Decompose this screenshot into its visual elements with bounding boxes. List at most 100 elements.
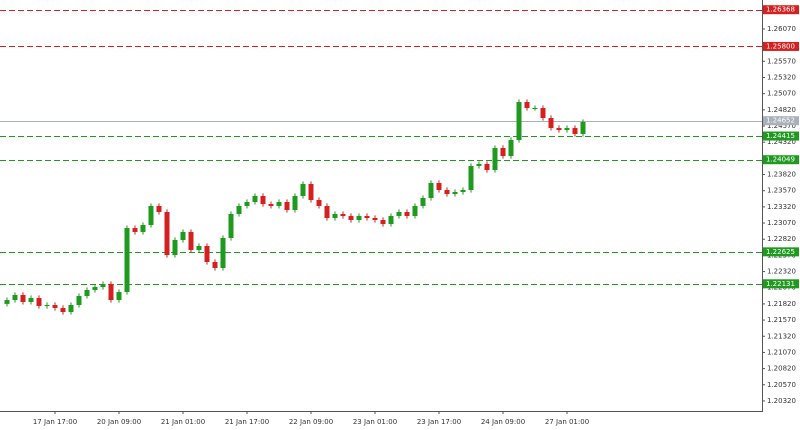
- candle-body: [524, 102, 530, 109]
- candle-body: [212, 261, 218, 269]
- candle-body: [12, 294, 18, 301]
- candle-body: [308, 183, 314, 201]
- candle-body: [252, 196, 258, 203]
- candle-body: [172, 239, 178, 256]
- price-level-box: [763, 116, 799, 126]
- candle-body: [76, 296, 82, 306]
- candle-body: [4, 300, 10, 304]
- candle-body: [244, 202, 250, 206]
- candle-body: [532, 108, 538, 110]
- candle-body: [28, 298, 34, 302]
- candle-body: [228, 213, 234, 238]
- price-level-label: 1.24049: [766, 156, 795, 164]
- price-level-label: 1.24652: [766, 117, 795, 125]
- candle-body: [580, 122, 586, 134]
- price-level-box: [763, 279, 799, 289]
- candle-body: [540, 108, 546, 118]
- y-tick-label: 1.21820: [767, 300, 796, 308]
- candle-body: [20, 294, 26, 302]
- y-tick-label: 1.23820: [767, 171, 796, 179]
- candle-body: [372, 218, 378, 221]
- price-level-box: [763, 41, 799, 51]
- candle-body: [476, 163, 482, 166]
- candle-body: [468, 165, 474, 190]
- price-level-label: 1.22625: [766, 248, 795, 256]
- y-tick-label: 1.23570: [767, 187, 796, 195]
- candle-body: [260, 196, 266, 205]
- y-tick-label: 1.21070: [767, 348, 796, 356]
- y-tick-label: 1.20320: [767, 397, 796, 405]
- price-level-box: [763, 131, 799, 141]
- candle-body: [356, 215, 362, 221]
- y-tick-label: 1.21320: [767, 332, 796, 340]
- y-tick-label: 1.22320: [767, 268, 796, 276]
- candle-body: [204, 246, 210, 262]
- candle-body: [332, 213, 338, 219]
- candle-body: [44, 305, 50, 307]
- candle-body: [404, 211, 410, 216]
- candle-body: [428, 183, 434, 199]
- candle-body: [60, 307, 66, 312]
- candle-body: [388, 215, 394, 225]
- x-tick-label: 23 Jan 01:00: [353, 418, 397, 426]
- y-tick-label: 1.25320: [767, 73, 796, 81]
- candle-body: [364, 215, 370, 219]
- y-tick-label: 1.25570: [767, 57, 796, 65]
- candle-body: [492, 148, 498, 171]
- y-tick-label: 1.20820: [767, 365, 796, 373]
- price-level-label: 1.24415: [766, 132, 795, 140]
- candle-body: [572, 128, 578, 134]
- y-tick-label: 1.24320: [767, 138, 796, 146]
- y-tick-label: 1.20570: [767, 381, 796, 389]
- y-tick-label: 1.26070: [767, 25, 796, 33]
- candle-body: [236, 205, 242, 214]
- candle-body: [380, 220, 386, 225]
- x-tick-label: 21 Jan 17:00: [225, 418, 269, 426]
- candle-body: [84, 290, 90, 297]
- candle-body: [124, 228, 130, 293]
- candle-body: [180, 231, 186, 240]
- candle-body: [500, 148, 506, 157]
- candle-body: [100, 283, 106, 288]
- y-tick-label: 1.25070: [767, 90, 796, 98]
- candle-body: [484, 163, 490, 171]
- x-tick-label: 23 Jan 17:00: [417, 418, 461, 426]
- candle-body: [196, 246, 202, 251]
- candle-body: [556, 128, 562, 131]
- candle-body: [324, 205, 330, 219]
- candle-body: [276, 202, 282, 206]
- y-tick-label: 1.21570: [767, 316, 796, 324]
- candle-body: [548, 117, 554, 129]
- x-tick-label: 24 Jan 09:00: [481, 418, 525, 426]
- candle-body: [132, 228, 138, 232]
- price-level-box: [763, 5, 799, 15]
- candle-body: [36, 298, 42, 306]
- candle-body: [508, 139, 514, 157]
- x-tick-label: 17 Jan 17:00: [33, 418, 77, 426]
- candle-body: [340, 213, 346, 216]
- candle-body: [396, 211, 402, 216]
- y-tick-label: 1.23320: [767, 203, 796, 211]
- candle-body: [268, 204, 274, 206]
- y-tick-label: 1.22820: [767, 235, 796, 243]
- x-tick-label: 20 Jan 09:00: [97, 418, 141, 426]
- y-tick-label: 1.24570: [767, 122, 796, 130]
- candle-body: [348, 215, 354, 221]
- y-tick-label: 1.23070: [767, 219, 796, 227]
- candle-body: [148, 205, 154, 225]
- candle-body: [292, 196, 298, 210]
- price-level-label: 1.25800: [766, 42, 795, 50]
- candle-body: [316, 200, 322, 206]
- candle-body: [116, 292, 122, 301]
- y-tick-label: 1.24820: [767, 106, 796, 114]
- candle-body: [92, 287, 98, 291]
- candle-body: [420, 198, 426, 206]
- candle-body: [220, 237, 226, 269]
- candle-body: [108, 283, 114, 301]
- candle-body: [564, 128, 570, 131]
- candle-body: [188, 231, 194, 251]
- candle-body: [436, 183, 442, 190]
- candle-body: [284, 202, 290, 210]
- candle-body: [460, 189, 466, 192]
